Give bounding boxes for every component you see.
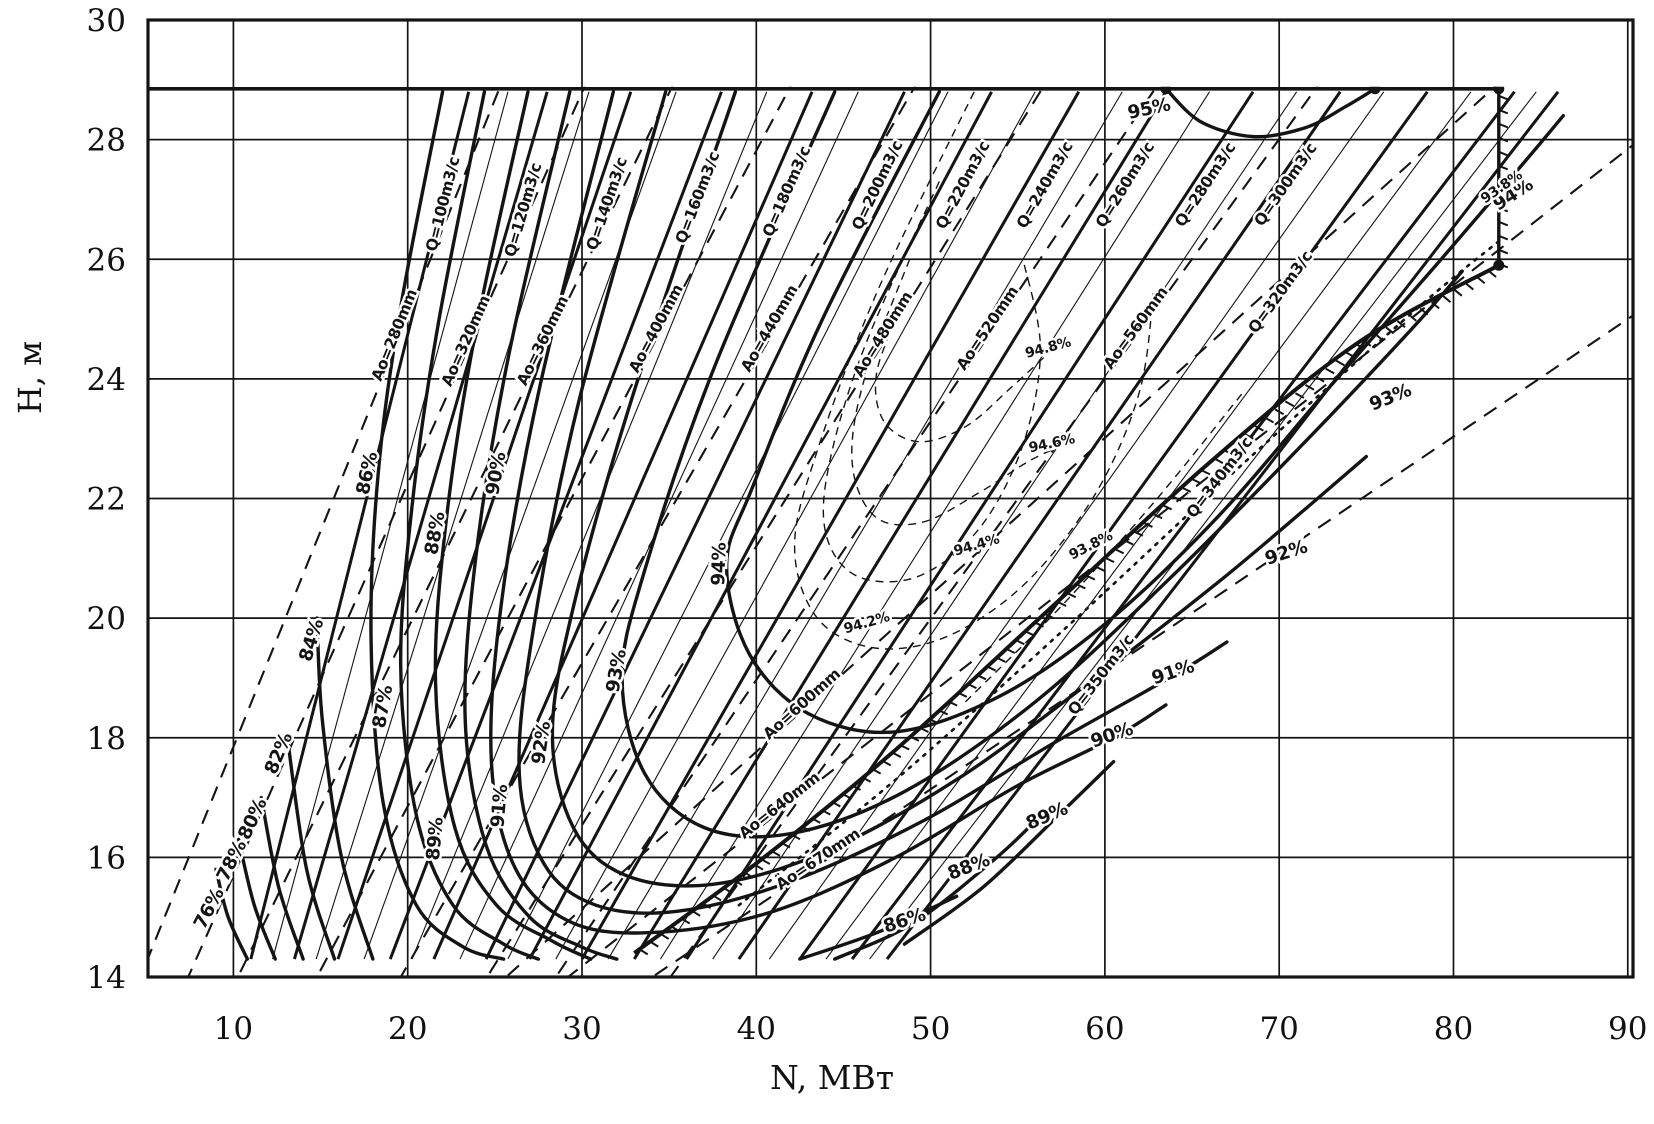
svg-text:94%: 94% bbox=[708, 542, 730, 586]
svg-text:26: 26 bbox=[87, 242, 126, 278]
svg-text:28: 28 bbox=[87, 123, 126, 159]
svg-text:Ao=560mm: Ao=560mm bbox=[1100, 283, 1172, 372]
svg-text:94.8%: 94.8% bbox=[1023, 334, 1072, 362]
svg-text:91%: 91% bbox=[487, 784, 512, 829]
svg-text:90: 90 bbox=[1608, 1011, 1647, 1047]
svg-text:89%: 89% bbox=[423, 817, 448, 862]
svg-text:50: 50 bbox=[911, 1011, 950, 1047]
svg-text:10: 10 bbox=[214, 1011, 253, 1047]
svg-text:90%: 90% bbox=[1088, 719, 1136, 753]
svg-text:Q=320m3/c: Q=320m3/c bbox=[1245, 248, 1316, 337]
svg-text:Ao=600mm: Ao=600mm bbox=[760, 665, 844, 743]
svg-text:14: 14 bbox=[87, 960, 126, 996]
svg-text:20: 20 bbox=[388, 1011, 427, 1047]
svg-text:Q=300m3/c: Q=300m3/c bbox=[1251, 140, 1321, 230]
svg-text:94.4%: 94.4% bbox=[952, 531, 1002, 559]
svg-text:84%: 84% bbox=[295, 617, 328, 664]
x-axis-title: N, МВт bbox=[770, 1058, 895, 1097]
svg-text:40: 40 bbox=[737, 1011, 776, 1047]
svg-text:30: 30 bbox=[562, 1011, 601, 1047]
svg-text:60: 60 bbox=[1085, 1011, 1124, 1047]
svg-text:22: 22 bbox=[87, 482, 126, 518]
svg-text:Ao=640mm: Ao=640mm bbox=[736, 769, 824, 843]
svg-text:92%: 92% bbox=[528, 720, 555, 766]
svg-text:70: 70 bbox=[1259, 1011, 1298, 1047]
svg-text:Q=280m3/c: Q=280m3/c bbox=[1171, 139, 1239, 230]
svg-text:Ao=520mm: Ao=520mm bbox=[953, 283, 1022, 374]
svg-text:24: 24 bbox=[87, 362, 126, 398]
svg-text:78%: 78% bbox=[213, 837, 251, 885]
svg-text:Q=260m3/c: Q=260m3/c bbox=[1092, 139, 1158, 231]
svg-text:20: 20 bbox=[87, 601, 126, 637]
svg-text:80: 80 bbox=[1434, 1011, 1473, 1047]
svg-text:18: 18 bbox=[87, 721, 126, 757]
y-axis-title: H, м bbox=[11, 340, 49, 414]
svg-text:Ao=280mm: Ao=280mm bbox=[368, 287, 421, 384]
svg-text:90%: 90% bbox=[482, 451, 510, 497]
svg-text:95%: 95% bbox=[1126, 94, 1173, 124]
svg-text:16: 16 bbox=[87, 840, 126, 876]
svg-text:93%: 93% bbox=[603, 648, 631, 694]
svg-text:91%: 91% bbox=[1149, 656, 1196, 689]
svg-text:89%: 89% bbox=[1023, 798, 1071, 834]
svg-text:93%: 93% bbox=[1367, 380, 1415, 416]
svg-text:76%: 76% bbox=[190, 885, 229, 933]
svg-text:30: 30 bbox=[87, 3, 126, 39]
